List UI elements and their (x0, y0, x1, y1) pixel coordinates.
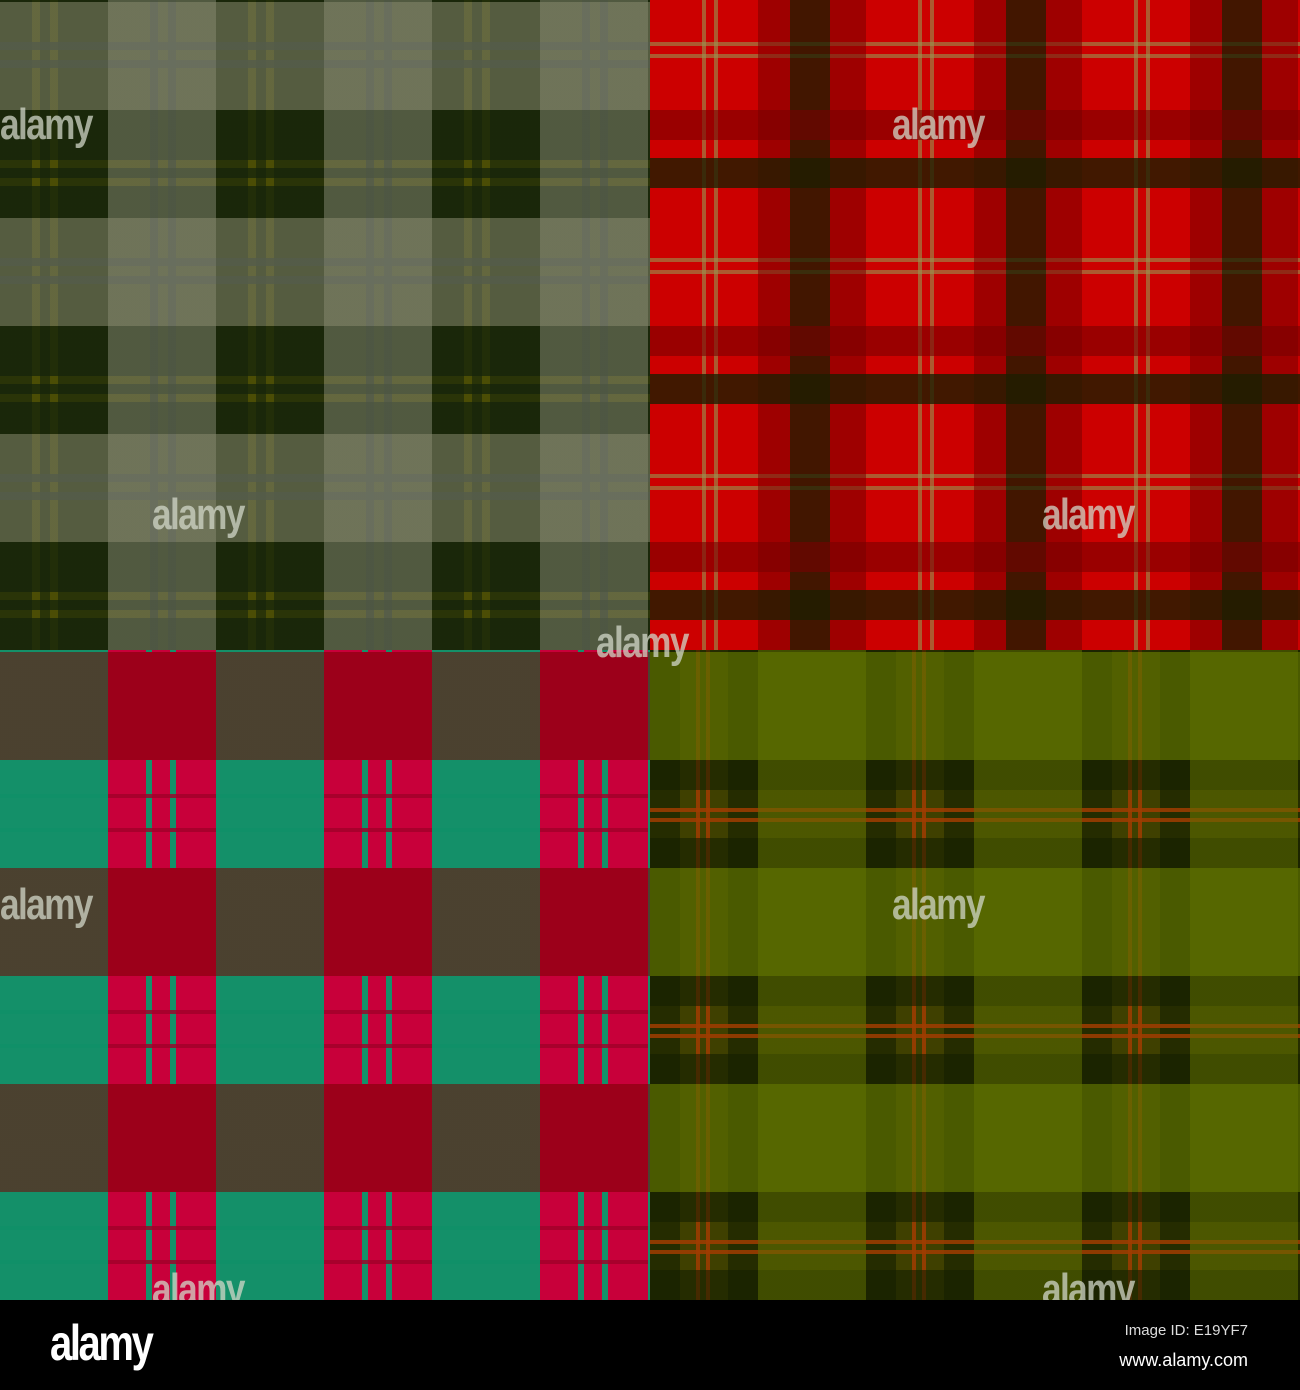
image-id: Image ID: E19YF7 (1124, 1322, 1248, 1339)
olive-orange-tartan-panel (650, 650, 1300, 1300)
alamy-logo: alamy (50, 1315, 154, 1371)
watermark: alamy (0, 100, 93, 149)
footer-bar: alamy Image ID: E19YF7 www.alamy.com (0, 1300, 1300, 1390)
watermark: alamy (1042, 490, 1135, 539)
watermark: alamy (892, 100, 985, 149)
watermark: alamy (892, 880, 985, 929)
watermark: alamy (152, 490, 245, 539)
crimson-green-tartan-panel (0, 650, 650, 1300)
watermark: alamy (0, 880, 93, 929)
red-tartan-panel (650, 0, 1300, 650)
site-url: www.alamy.com (1119, 1350, 1248, 1370)
olive-grey-tartan-panel (0, 0, 650, 650)
watermark: alamy (596, 618, 689, 667)
